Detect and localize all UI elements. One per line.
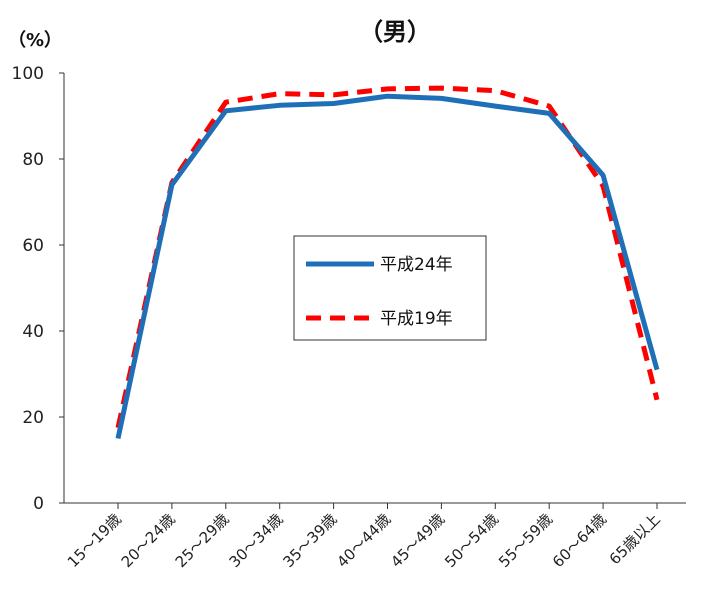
x-category-label: 15～19歳: [64, 510, 125, 571]
y-unit-label: （%）: [8, 30, 62, 51]
legend-label-series-1: 平成24年: [380, 255, 453, 275]
legend-box: [293, 235, 487, 341]
x-category-label: 45～49歳: [387, 510, 448, 571]
y-tick-label: 60: [22, 236, 44, 256]
y-tick-label: 80: [22, 150, 44, 170]
x-category-label: 65歳以上: [606, 510, 664, 568]
x-category-label: 55～59歳: [495, 510, 556, 571]
x-category-label: 50～54歳: [441, 510, 502, 571]
y-ticks: 0 20 40 60 80 100: [12, 64, 64, 514]
y-tick-label: 100: [12, 64, 44, 84]
legend: 平成24年 平成19年: [293, 235, 487, 341]
y-tick-label: 0: [33, 494, 44, 514]
x-category-label: 35～39歳: [279, 510, 340, 571]
x-category-label: 60～64歳: [549, 510, 610, 571]
x-category-label: 25～29歳: [172, 510, 233, 571]
legend-label-series-2: 平成19年: [380, 309, 453, 329]
chart-title: （男）: [359, 18, 431, 46]
series-line-1: [115, 93, 660, 440]
y-tick-label: 40: [22, 322, 44, 342]
x-category-label: 20～24歳: [118, 510, 179, 571]
x-ticks: 15～19歳20～24歳25～29歳30～34歳35～39歳40～44歳45～4…: [64, 503, 664, 571]
x-category-label: 30～34歳: [226, 510, 287, 571]
series-layer: [115, 85, 660, 440]
x-category-label: 40～44歳: [333, 510, 394, 571]
y-tick-label: 20: [22, 408, 44, 428]
